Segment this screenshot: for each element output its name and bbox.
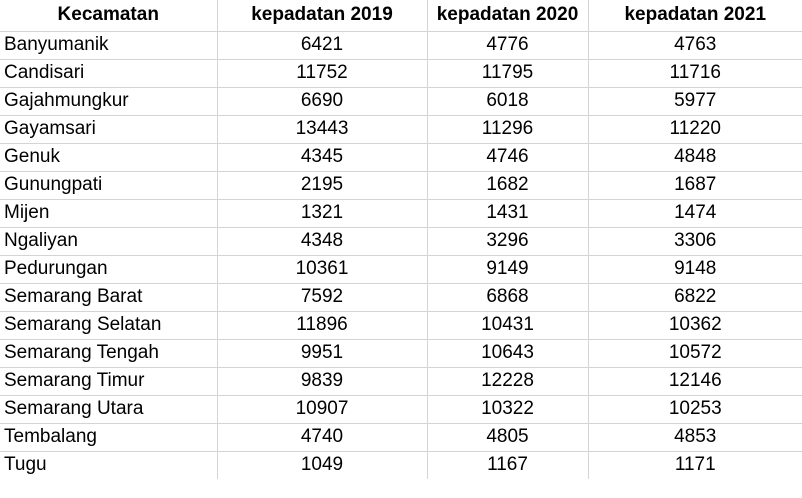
header-kepadatan-2019[interactable]: kepadatan 2019 [217,0,428,32]
header-kepadatan-2021[interactable]: kepadatan 2021 [588,0,802,32]
cell-kecamatan[interactable]: Semarang Tengah [0,339,218,368]
cell-kecamatan[interactable]: Banyumanik [0,31,218,60]
cell-2019[interactable]: 9951 [217,339,428,368]
cell-2019[interactable]: 6690 [217,87,428,116]
cell-2019[interactable]: 1321 [217,199,428,228]
cell-2021[interactable]: 1474 [588,199,802,228]
cell-2019[interactable]: 11896 [217,311,428,340]
cell-2019[interactable]: 7592 [217,283,428,312]
cell-kecamatan[interactable]: Gayamsari [0,115,218,144]
table-row: Pedurungan 10361 9149 9148 [0,255,802,284]
table-row: Semarang Timur 9839 12228 12146 [0,367,802,396]
cell-2020[interactable]: 4776 [427,31,589,60]
cell-kecamatan[interactable]: Tembalang [0,423,218,452]
cell-kecamatan[interactable]: Semarang Utara [0,395,218,424]
cell-2021[interactable]: 4848 [588,143,802,172]
header-kepadatan-2020[interactable]: kepadatan 2020 [427,0,589,32]
table-row: Semarang Barat 7592 6868 6822 [0,283,802,312]
cell-2020[interactable]: 11296 [427,115,589,144]
cell-2020[interactable]: 9149 [427,255,589,284]
cell-2020[interactable]: 10431 [427,311,589,340]
table-row: Mijen 1321 1431 1474 [0,199,802,228]
cell-2019[interactable]: 9839 [217,367,428,396]
cell-2021[interactable]: 11220 [588,115,802,144]
cell-kecamatan[interactable]: Semarang Barat [0,283,218,312]
cell-kecamatan[interactable]: Ngaliyan [0,227,218,256]
cell-2019[interactable]: 6421 [217,31,428,60]
table-row: Candisari 11752 11795 11716 [0,59,802,88]
cell-kecamatan[interactable]: Semarang Selatan [0,311,218,340]
cell-2019[interactable]: 4348 [217,227,428,256]
cell-kecamatan[interactable]: Semarang Timur [0,367,218,396]
cell-2020[interactable]: 1431 [427,199,589,228]
cell-2020[interactable]: 12228 [427,367,589,396]
cell-2019[interactable]: 4345 [217,143,428,172]
table-row: Ngaliyan 4348 3296 3306 [0,227,802,256]
cell-2021[interactable]: 4853 [588,423,802,452]
cell-2020[interactable]: 1682 [427,171,589,200]
cell-kecamatan[interactable]: Candisari [0,59,218,88]
cell-2019[interactable]: 10361 [217,255,428,284]
table-row: Gunungpati 2195 1682 1687 [0,171,802,200]
cell-2020[interactable]: 6868 [427,283,589,312]
cell-2020[interactable]: 1167 [427,451,589,479]
cell-2021[interactable]: 11716 [588,59,802,88]
cell-2021[interactable]: 1171 [674,454,716,476]
cell-kecamatan[interactable]: Tugu [0,451,218,479]
cell-2021[interactable]: 10572 [588,339,802,368]
cell-2020[interactable]: 4746 [427,143,589,172]
table-row: Banyumanik 6421 4776 4763 [0,31,802,60]
table-row: Tugu 1049 1167 1171 [0,451,802,479]
cell-2019[interactable]: 1049 [217,451,428,479]
cell-2019[interactable]: 4740 [217,423,428,452]
cell-2020[interactable]: 3296 [427,227,589,256]
table-row: Semarang Selatan 11896 10431 10362 [0,311,802,340]
table-row: Gayamsari 13443 11296 11220 [0,115,802,144]
cell-2020[interactable]: 6018 [427,87,589,116]
cell-2021[interactable]: 5977 [588,87,802,116]
cell-2020[interactable]: 4805 [427,423,589,452]
header-row: Kecamatan kepadatan 2019 kepadatan 2020 … [0,0,802,32]
cell-2021[interactable]: 12146 [588,367,802,396]
cell-2021[interactable]: 3306 [588,227,802,256]
cell-kecamatan[interactable]: Pedurungan [0,255,218,284]
cell-kecamatan[interactable]: Gajahmungkur [0,87,218,116]
cell-kecamatan[interactable]: Mijen [0,199,218,228]
cell-2019[interactable]: 13443 [217,115,428,144]
cell-2020[interactable]: 10643 [427,339,589,368]
cell-2021[interactable]: 10253 [588,395,802,424]
cell-2019[interactable]: 10907 [217,395,428,424]
cell-2021[interactable]: 1687 [588,171,802,200]
table-row: Semarang Utara 10907 10322 10253 [0,395,802,424]
density-table: Kecamatan kepadatan 2019 kepadatan 2020 … [0,0,802,479]
cell-2020[interactable]: 10322 [427,395,589,424]
cell-kecamatan[interactable]: Gunungpati [0,171,218,200]
table-row: Genuk 4345 4746 4848 [0,143,802,172]
cell-2021[interactable]: 9148 [588,255,802,284]
table-row: Gajahmungkur 6690 6018 5977 [0,87,802,116]
header-kecamatan[interactable]: Kecamatan [0,0,218,32]
cell-kecamatan[interactable]: Genuk [0,143,218,172]
cell-2019[interactable]: 11752 [217,59,428,88]
cell-2021[interactable]: 10362 [588,311,802,340]
table-row: Tembalang 4740 4805 4853 [0,423,802,452]
cell-2019[interactable]: 2195 [217,171,428,200]
cell-2021[interactable]: 4763 [588,31,802,60]
cell-2021[interactable]: 6822 [588,283,802,312]
table-row: Semarang Tengah 9951 10643 10572 [0,339,802,368]
cell-2020[interactable]: 11795 [427,59,589,88]
